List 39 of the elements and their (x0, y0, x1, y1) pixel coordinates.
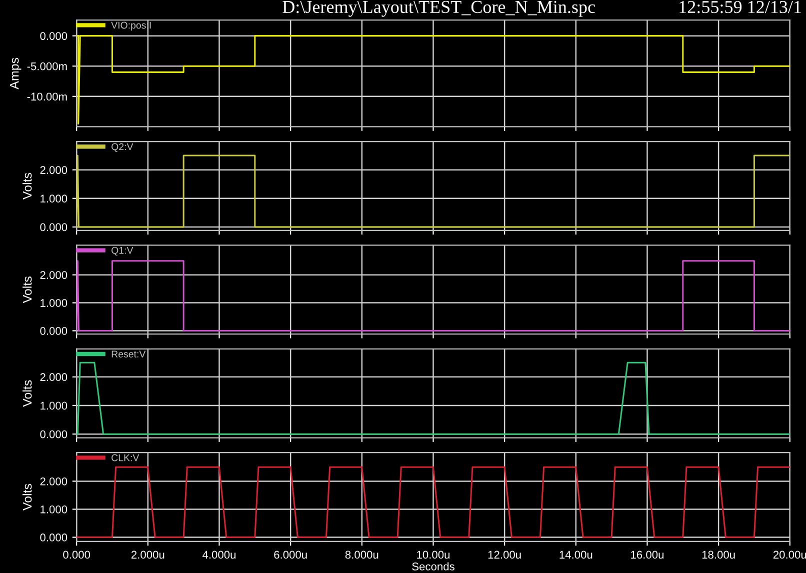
y-axis-title: Volts (22, 172, 32, 200)
y-axis-title: Amps (10, 58, 22, 90)
chart-title: D:\Jeremy\Layout\TEST_Core_N_Min.spc (282, 0, 595, 17)
x-axis-title: Seconds (412, 562, 454, 570)
text: 12:55:59 12/13/1 (680, 0, 801, 14)
y-tick-label: 2.000 (40, 373, 68, 382)
y-axis-title: Volts (22, 276, 32, 304)
x-tick-label: 14.00u (560, 550, 592, 559)
y-tick-label: 2.000 (40, 477, 68, 486)
y-tick-label: 1.000 (40, 402, 68, 410)
y-axis-title: Volts (22, 484, 32, 511)
x-tick-label: 0.000 (63, 550, 90, 559)
y-tick-label: 2.000 (40, 271, 68, 279)
x-tick-label: 18.00u (702, 550, 735, 559)
y-tick-label: 0.000 (40, 327, 68, 335)
y-tick-label: 0.000 (40, 32, 68, 40)
series-label: Q1:V (112, 246, 134, 256)
x-tick-label: 6.000u (274, 550, 307, 559)
x-tick-label: 12.00u (488, 550, 521, 559)
y-tick-label: 0.000 (40, 430, 68, 438)
y-tick-label: 2.000 (40, 166, 68, 174)
y-tick-label: 1.000 (40, 194, 68, 203)
y-axis-title: Volts (22, 380, 32, 407)
y-tick-label: 1.000 (40, 299, 68, 307)
y-tick-label: 0.000 (40, 534, 68, 542)
series-label: Reset:V (112, 350, 146, 358)
text: Q2:V (112, 143, 134, 152)
x-tick-label: 4.000u (202, 550, 236, 559)
line-series (76, 35, 790, 124)
y-tick-label: 0.000 (40, 223, 68, 232)
y-tick-label: 1.000 (40, 506, 68, 514)
y-tick-label: -5.000m (27, 62, 67, 70)
x-tick-label: 8.000u (345, 550, 378, 559)
x-tick-label: 10.00u (417, 550, 450, 559)
x-tick-label: 16.00u (631, 550, 664, 559)
series-label: CLK:V (112, 454, 140, 462)
x-tick-label: 20.00u (773, 550, 806, 559)
y-tick-label: -10.00m (27, 92, 67, 101)
x-tick-label: 2.000u (131, 550, 164, 559)
